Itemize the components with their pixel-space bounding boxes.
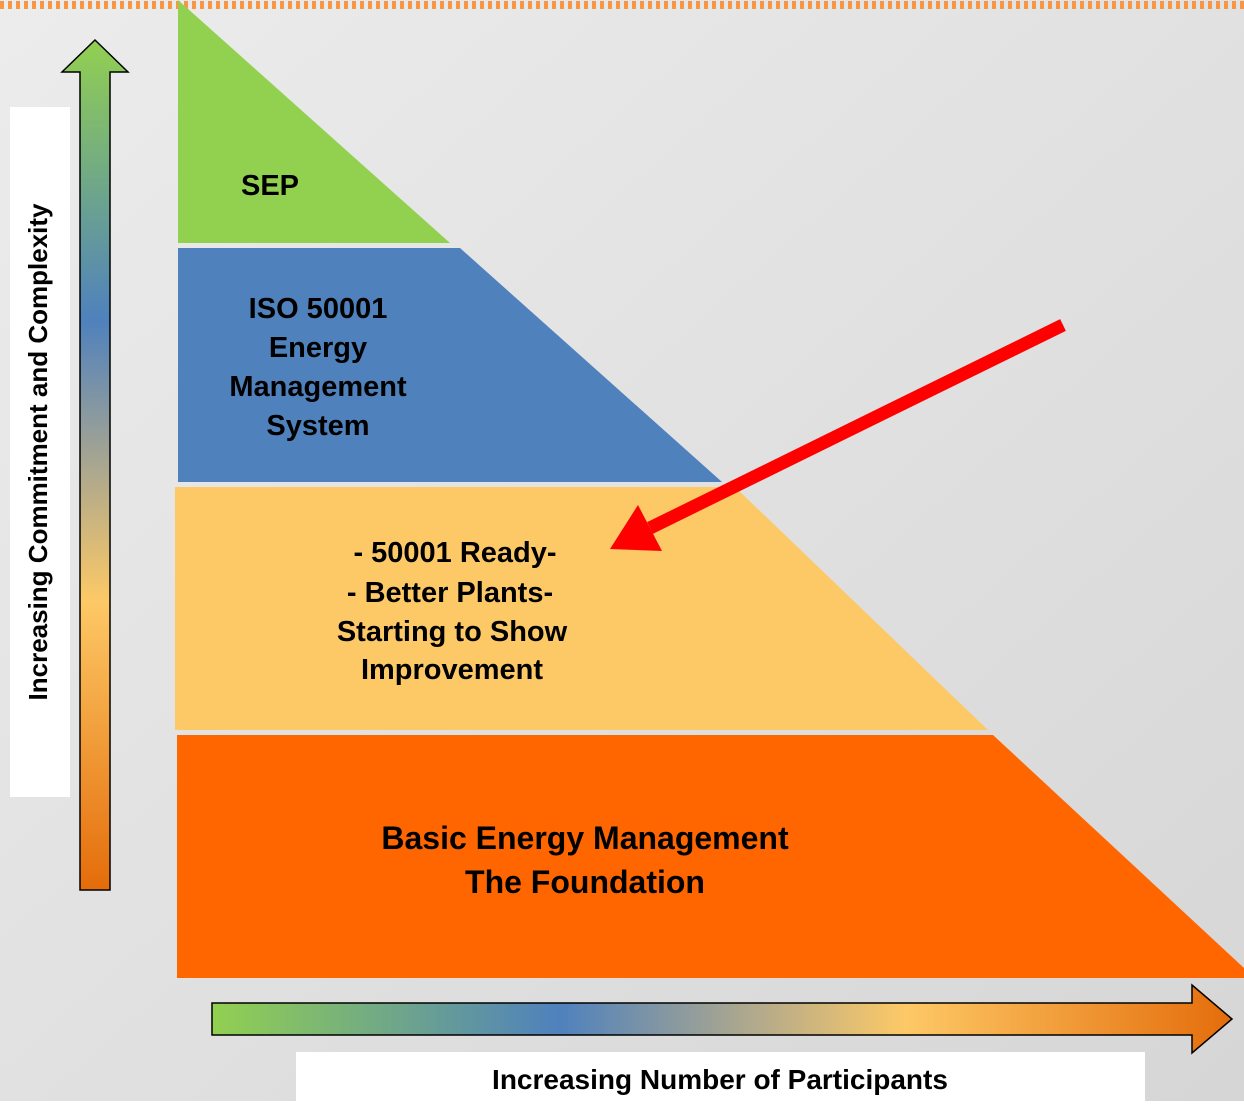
horizontal-label-box [296,1052,1145,1101]
horizontal-arrow [211,983,1234,1055]
red-arrow-shaft [647,319,1066,534]
tier-text: Basic Energy Management [381,820,789,856]
red-arrow-head [610,505,662,551]
horizontal-axis-label: Increasing Number of Participants [492,1064,948,1095]
tier-ready [175,487,988,730]
tier-text: SEP [241,170,299,202]
tier-text: ISO 50001 [249,293,388,325]
tier-text: Starting to Show [337,616,568,648]
vertical-label-box [10,107,70,797]
tier-text: System [266,410,369,442]
tier-text: Improvement [361,654,543,686]
tier-sep [178,0,450,243]
tier-text: - 50001 Ready- [353,537,556,569]
vertical-axis-label: Increasing Commitment and Complexity [23,203,53,701]
tier-text: The Foundation [465,864,705,900]
tier-text: Management [229,371,407,403]
tier-text: - Better Plants- [347,577,553,609]
tier-basic [177,735,1244,978]
tier-text: Energy [269,332,367,364]
vertical-arrow [60,38,130,891]
tier-iso [178,248,722,482]
